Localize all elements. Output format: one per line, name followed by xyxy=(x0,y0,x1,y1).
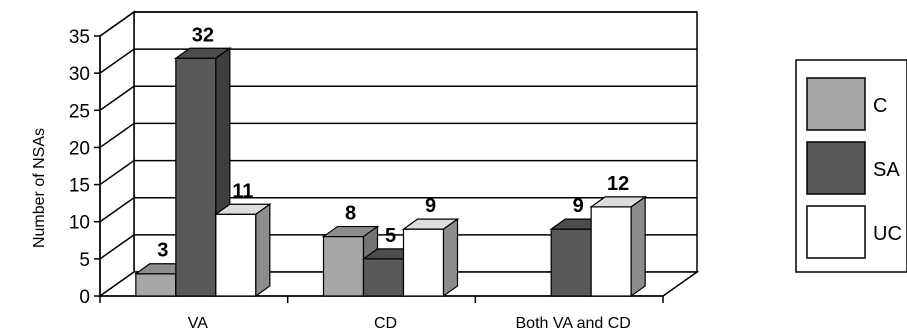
data-label: 9 xyxy=(573,195,584,217)
bars xyxy=(133,47,648,298)
x-tick-label: VA xyxy=(188,315,208,332)
y-tick-label: 10 xyxy=(69,213,90,234)
gridline-side xyxy=(99,159,135,186)
gridline-side xyxy=(99,234,135,260)
y-tick-label: 0 xyxy=(79,287,90,308)
legend-label-C: C xyxy=(873,95,887,117)
data-label: 32 xyxy=(192,24,214,46)
data-label: 9 xyxy=(425,195,436,217)
y-tick-label: 35 xyxy=(69,27,90,48)
x-tick-label: Both VA and CD xyxy=(516,315,631,332)
data-label: 3 xyxy=(157,240,168,262)
legend-swatch-UC xyxy=(806,205,866,259)
legend-swatch-C xyxy=(806,77,866,131)
labels: 3 32 11 8 5 9 9 12 xyxy=(157,24,629,261)
y-tick-label: 15 xyxy=(69,176,90,197)
x-tick-label: CD xyxy=(374,315,397,332)
y-tick-label: 20 xyxy=(69,138,90,159)
legend-label-SA: SA xyxy=(873,159,900,181)
legend-swatch-SA xyxy=(806,141,866,195)
gridline-side xyxy=(99,197,135,223)
gridline-side xyxy=(99,122,135,149)
y-tick-label: 30 xyxy=(69,64,90,85)
data-label: 12 xyxy=(607,173,629,195)
gridline-side xyxy=(99,85,135,111)
side-wall xyxy=(99,10,135,298)
legend-label-UC: UC xyxy=(873,223,902,245)
legend: C SA UC xyxy=(795,59,907,273)
data-label: 5 xyxy=(385,225,396,247)
y-tick-label: 25 xyxy=(69,101,90,122)
gridline-side xyxy=(99,11,135,37)
data-label: 11 xyxy=(232,180,253,202)
gridline-side xyxy=(99,48,135,74)
data-label: 8 xyxy=(345,203,356,225)
bar-UC-cd xyxy=(401,217,460,298)
y-axis-label: Number of NSAs xyxy=(31,128,48,248)
bar-UC-both-va-and-cd xyxy=(589,195,648,298)
bar-UC-va xyxy=(213,203,272,298)
y-tick-label: 5 xyxy=(79,250,90,271)
